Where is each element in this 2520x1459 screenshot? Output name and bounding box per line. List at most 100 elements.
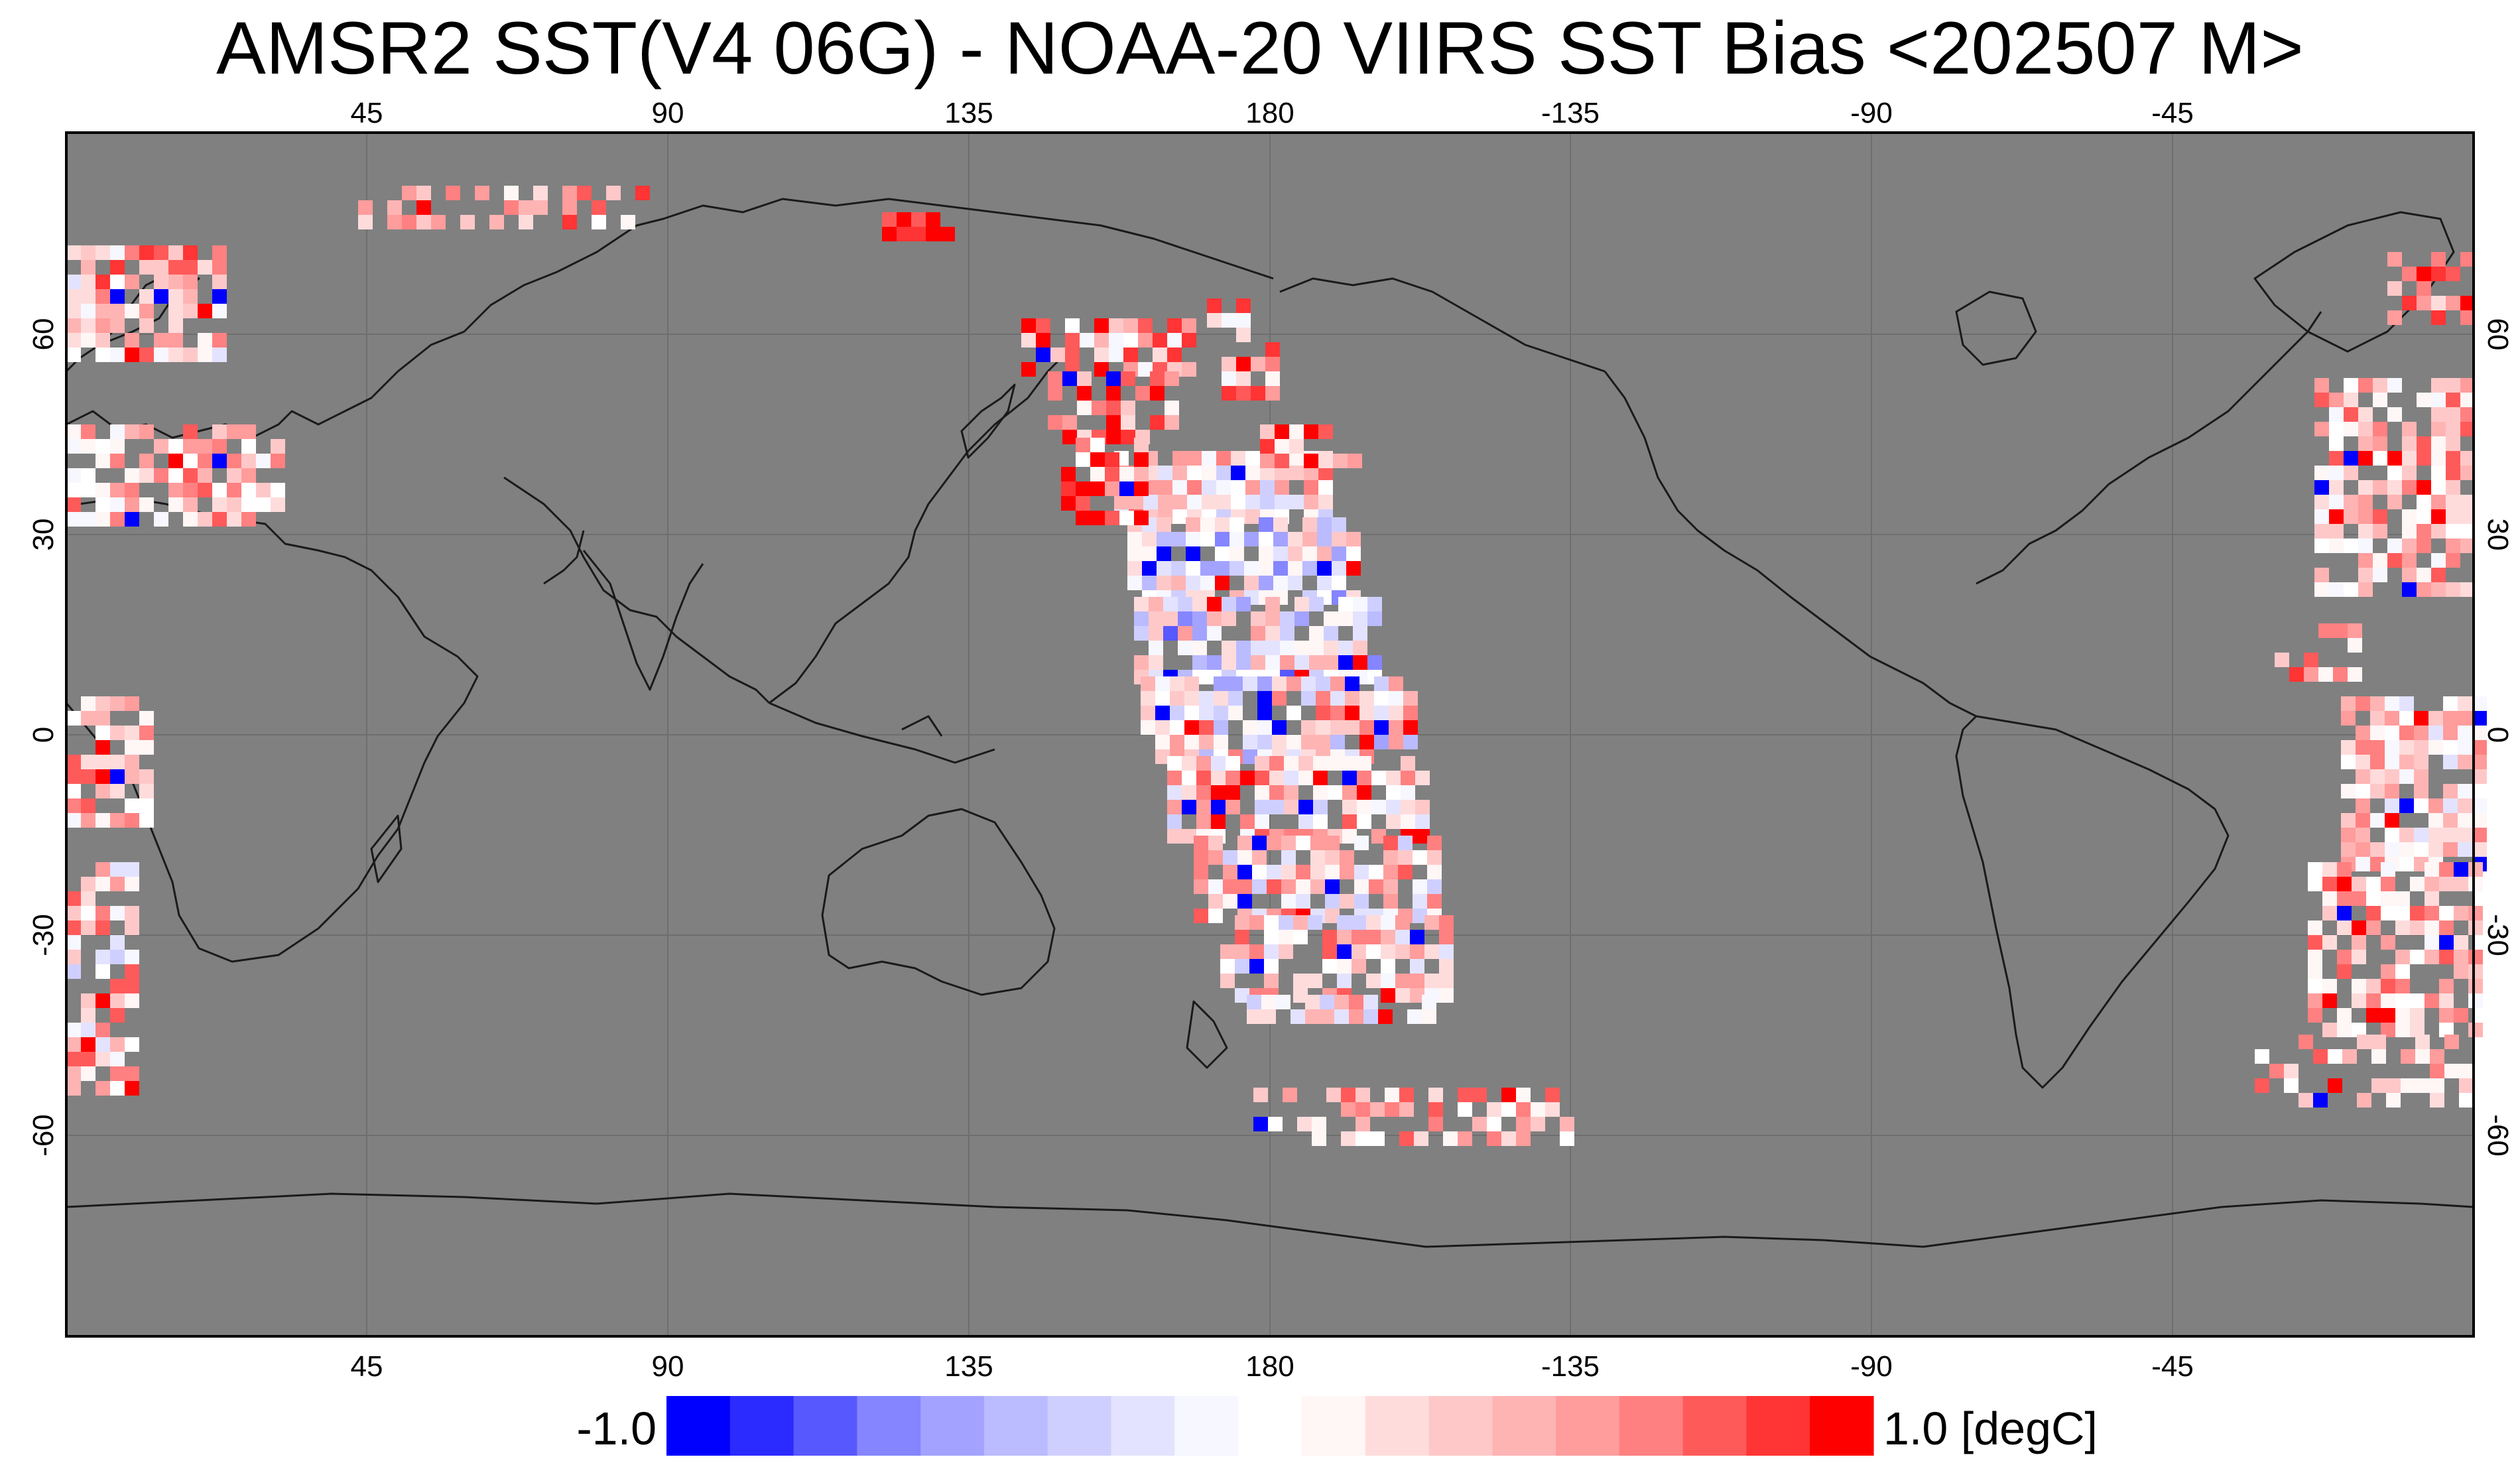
bias-cell xyxy=(1381,974,1395,988)
bias-cell xyxy=(1332,517,1346,532)
bias-cell xyxy=(1324,641,1338,655)
bias-cell xyxy=(1424,944,1439,959)
bias-cell xyxy=(1267,879,1281,894)
bias-cell xyxy=(1165,371,1179,386)
bias-cell xyxy=(1337,944,1352,959)
bias-cell xyxy=(1138,362,1153,377)
bias-cell xyxy=(2430,1049,2444,1064)
bias-cell xyxy=(2387,252,2402,267)
bias-cell xyxy=(1167,333,1182,348)
bias-cell xyxy=(1109,318,1123,333)
bias-cell xyxy=(1322,944,1337,959)
bias-cell xyxy=(2428,740,2443,755)
bias-cell xyxy=(1127,561,1142,576)
bias-cell xyxy=(2322,1023,2337,1037)
bias-cell xyxy=(1273,532,1288,546)
bias-cell xyxy=(1243,676,1257,691)
bias-cell xyxy=(125,424,139,439)
bias-cell xyxy=(1272,676,1287,691)
bias-cell xyxy=(2472,740,2487,755)
bias-cell xyxy=(95,497,110,512)
bias-cell xyxy=(1158,495,1172,509)
bias-cell xyxy=(110,935,125,950)
bias-cell xyxy=(1208,879,1223,894)
bias-cell xyxy=(1334,1009,1349,1024)
bias-cell xyxy=(1090,452,1105,467)
bias-cell xyxy=(1381,988,1395,1003)
bias-cell xyxy=(1516,1117,1531,1131)
bias-cell xyxy=(1381,930,1395,944)
bias-cell xyxy=(81,424,95,439)
bias-cell xyxy=(2402,524,2417,539)
bias-cell xyxy=(1235,944,1249,959)
bias-cell xyxy=(81,483,95,497)
bias-cell xyxy=(1313,785,1328,800)
bias-cell xyxy=(125,964,139,979)
bias-cell xyxy=(1389,676,1403,691)
bias-cell xyxy=(2446,267,2460,281)
colorbar-swatch xyxy=(1810,1396,1874,1456)
bias-cell xyxy=(1215,576,1229,590)
bias-cell xyxy=(1403,720,1418,735)
bias-cell xyxy=(1062,415,1077,430)
bias-cell xyxy=(1226,771,1240,785)
bias-cell xyxy=(1142,546,1157,561)
bias-cell xyxy=(110,813,125,828)
bias-cell xyxy=(1167,756,1182,771)
bias-cell xyxy=(1123,348,1138,362)
lon-tick-bottom-90: 90 xyxy=(652,1350,684,1383)
bias-cell xyxy=(358,215,373,229)
bias-cell xyxy=(1094,348,1109,362)
bias-cell xyxy=(1244,576,1259,590)
bias-cell xyxy=(1313,756,1328,771)
bias-cell xyxy=(1284,771,1298,785)
bias-cell xyxy=(66,1081,81,1096)
bias-cell xyxy=(2381,862,2395,877)
bias-cell xyxy=(1287,735,1301,749)
bias-cell xyxy=(1196,800,1211,814)
bias-cell xyxy=(1157,576,1171,590)
bias-cell xyxy=(2439,877,2454,891)
bias-cell xyxy=(1105,511,1119,525)
bias-cell xyxy=(1153,348,1167,362)
bias-cell xyxy=(431,215,446,229)
bias-cell xyxy=(2381,935,2395,950)
bias-cell xyxy=(2468,964,2483,979)
bias-cell xyxy=(2370,755,2385,769)
colorbar-swatch xyxy=(1428,1396,1493,1456)
bias-cell xyxy=(1354,836,1369,850)
bias-cell xyxy=(125,696,139,711)
bias-cell xyxy=(1458,1102,1472,1117)
bias-cell xyxy=(95,289,110,304)
bias-cell xyxy=(1076,511,1090,525)
bias-cell xyxy=(1389,720,1403,735)
bias-cell xyxy=(95,483,110,497)
bias-cell xyxy=(2373,480,2387,495)
bias-cell xyxy=(1304,495,1318,509)
bias-cell xyxy=(1048,415,1062,430)
bias-cell xyxy=(2308,1008,2322,1023)
bias-cell xyxy=(1226,756,1240,771)
bias-cell xyxy=(2381,964,2395,979)
bias-cell xyxy=(1337,915,1352,930)
bias-cell xyxy=(358,200,373,215)
bias-cell xyxy=(2472,798,2487,813)
bias-cell xyxy=(1386,785,1401,800)
bias-cell xyxy=(1265,386,1280,401)
bias-cell xyxy=(1317,532,1332,546)
bias-cell xyxy=(2341,842,2356,857)
bias-cell xyxy=(110,1052,125,1066)
bias-cell xyxy=(2414,769,2428,784)
bias-cell xyxy=(81,1023,95,1037)
colorbar-swatch xyxy=(857,1396,921,1456)
bias-cell xyxy=(1326,1088,1341,1102)
bias-cell xyxy=(1157,517,1171,532)
bias-cell xyxy=(1222,357,1236,371)
bias-cell xyxy=(1284,756,1298,771)
bias-cell xyxy=(1158,480,1172,495)
bias-cell xyxy=(2402,553,2417,568)
bias-cell xyxy=(1134,467,1149,481)
bias-cell xyxy=(2370,726,2385,740)
bias-cell xyxy=(1333,454,1348,468)
bias-cell xyxy=(1165,401,1179,415)
